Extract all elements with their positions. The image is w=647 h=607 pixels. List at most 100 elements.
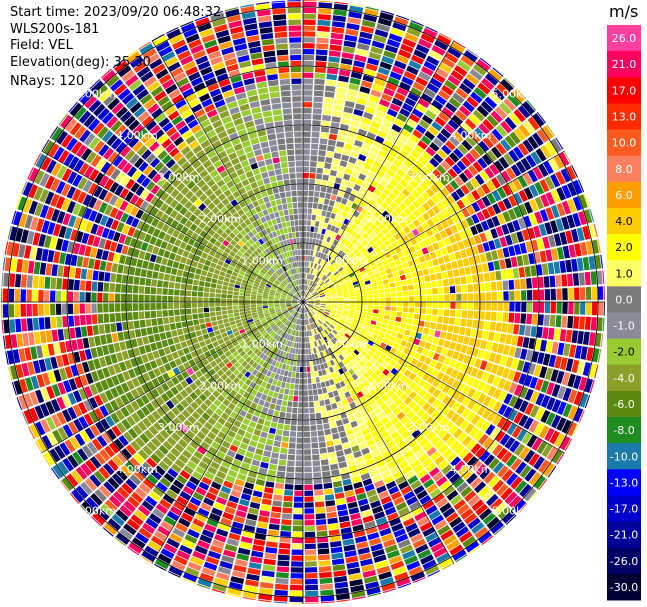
- velocity-cell: [412, 81, 425, 92]
- velocity-cell: [309, 330, 312, 336]
- velocity-cell: [460, 318, 467, 327]
- velocity-cell: [268, 523, 280, 531]
- velocity-cell: [47, 432, 58, 447]
- velocity-cell: [378, 266, 385, 272]
- velocity-cell: [120, 406, 130, 418]
- velocity-cell: [369, 323, 376, 329]
- velocity-cell: [363, 452, 373, 461]
- velocity-cell: [499, 259, 506, 270]
- velocity-cell: [314, 335, 318, 341]
- velocity-cell: [138, 294, 144, 302]
- velocity-cell: [525, 349, 534, 362]
- velocity-cell: [336, 311, 343, 315]
- velocity-cell: [258, 386, 265, 393]
- velocity-cell: [491, 414, 502, 426]
- velocity-cell: [510, 476, 523, 490]
- velocity-cell: [29, 246, 38, 260]
- velocity-cell: [266, 475, 276, 482]
- velocity-cell: [435, 67, 449, 79]
- velocity-cell: [330, 427, 338, 434]
- velocity-cell: [354, 139, 363, 148]
- velocity-cell: [119, 254, 126, 264]
- velocity-cell: [332, 390, 339, 397]
- velocity-cell: [470, 477, 482, 489]
- velocity-cell: [415, 103, 427, 114]
- velocity-cell: [361, 295, 368, 299]
- velocity-cell: [239, 311, 246, 316]
- velocity-cell: [224, 377, 232, 385]
- velocity-cell: [279, 536, 291, 543]
- velocity-cell: [591, 302, 598, 316]
- velocity-cell: [263, 309, 269, 313]
- velocity-cell: [224, 322, 231, 328]
- velocity-cell: [448, 278, 455, 286]
- velocity-cell: [308, 300, 315, 302]
- velocity-cell: [152, 350, 160, 359]
- velocity-cell: [155, 503, 168, 515]
- velocity-cell: [193, 342, 201, 350]
- velocity-cell: [99, 449, 111, 462]
- velocity-cell: [286, 466, 295, 473]
- velocity-cell: [336, 209, 343, 216]
- velocity-cell: [229, 381, 237, 389]
- velocity-cell: [561, 372, 571, 386]
- velocity-cell: [418, 453, 429, 463]
- velocity-cell: [204, 317, 211, 323]
- velocity-cell: [373, 34, 387, 44]
- velocity-cell: [332, 319, 339, 324]
- velocity-cell: [359, 86, 371, 94]
- velocity-cell: [411, 228, 420, 237]
- velocity-cell: [358, 383, 365, 390]
- velocity-cell: [3, 272, 10, 287]
- velocity-cell: [441, 57, 456, 69]
- velocity-cell: [200, 402, 209, 412]
- velocity-cell: [399, 108, 411, 118]
- velocity-cell: [462, 302, 468, 310]
- velocity-cell: [509, 440, 521, 453]
- velocity-cell: [393, 496, 405, 506]
- velocity-cell: [321, 120, 331, 127]
- velocity-cell: [397, 251, 405, 259]
- velocity-cell: [262, 339, 268, 346]
- velocity-cell: [471, 499, 485, 512]
- velocity-cell: [194, 324, 201, 331]
- velocity-cell: [187, 320, 194, 327]
- velocity-cell: [89, 383, 99, 396]
- velocity-cell: [373, 434, 383, 443]
- velocity-cell: [376, 321, 383, 327]
- velocity-cell: [441, 464, 453, 475]
- velocity-cell: [70, 339, 78, 351]
- velocity-cell: [307, 378, 312, 384]
- velocity-cell: [157, 375, 165, 385]
- velocity-cell: [12, 242, 20, 257]
- velocity-cell: [532, 132, 544, 146]
- velocity-cell: [244, 337, 251, 344]
- velocity-cell: [314, 226, 319, 233]
- velocity-cell: [200, 502, 212, 512]
- plot-header: Start time: 2023/09/20 06:48:32 WLS200s-…: [10, 5, 221, 91]
- velocity-cell: [463, 50, 478, 63]
- velocity-cell: [378, 310, 385, 315]
- velocity-cell: [139, 277, 146, 286]
- velocity-cell: [422, 268, 430, 276]
- velocity-cell: [379, 577, 394, 586]
- velocity-cell: [307, 372, 311, 378]
- velocity-cell: [35, 421, 46, 436]
- velocity-cell: [348, 288, 355, 292]
- velocity-cell: [311, 341, 315, 348]
- velocity-cell: [285, 327, 290, 333]
- velocity-cell: [312, 275, 316, 281]
- velocity-cell: [355, 337, 362, 343]
- velocity-cell: [354, 241, 361, 248]
- velocity-cell: [51, 384, 61, 397]
- velocity-cell: [218, 491, 229, 500]
- velocity-cell: [239, 498, 250, 507]
- velocity-cell: [272, 500, 282, 507]
- velocity-cell: [315, 377, 320, 383]
- velocity-cell: [304, 291, 307, 297]
- velocity-cell: [219, 342, 227, 349]
- velocity-cell: [304, 307, 307, 313]
- velocity-cell: [425, 315, 432, 322]
- velocity-cell: [400, 322, 407, 329]
- velocity-cell: [317, 364, 322, 371]
